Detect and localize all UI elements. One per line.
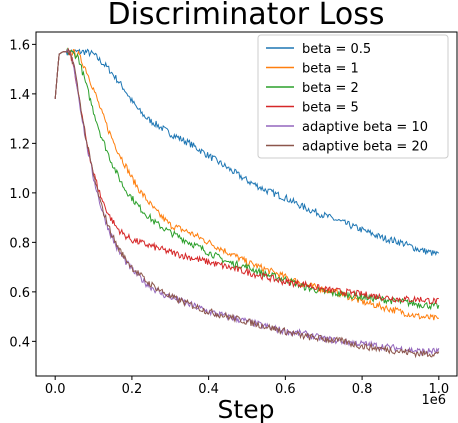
y-tick-label: 1.4 — [9, 88, 30, 103]
y-tick-label: 0.6 — [9, 286, 30, 301]
legend: beta = 0.5 beta = 1 beta = 2 beta = 5 adapti… — [257, 34, 449, 159]
x-tick-label: 1.0 — [428, 382, 449, 397]
x-tick-label: 0.0 — [45, 382, 66, 397]
x-axis-offset-label: 1e6 — [421, 393, 446, 408]
legend-label: beta = 5 — [302, 101, 359, 116]
y-tick-label: 1.0 — [9, 187, 30, 202]
y-tick-label: 0.4 — [9, 335, 30, 350]
legend-label: adaptive beta = 10 — [302, 120, 428, 135]
x-axis: 0.0 0.2 0.4 0.6 0.8 1.0 — [45, 376, 449, 397]
x-axis-label: Step — [218, 395, 275, 423]
x-tick-label: 0.6 — [275, 382, 296, 397]
y-tick-label: 0.8 — [9, 236, 30, 251]
x-tick-label: 0.2 — [122, 382, 143, 397]
legend-label: beta = 2 — [302, 81, 359, 96]
series-line-2 — [54, 48, 439, 321]
legend-label: adaptive beta = 20 — [302, 140, 428, 155]
x-tick-label: 0.4 — [198, 382, 219, 397]
y-axis: 0.4 0.6 0.8 1.0 1.2 1.4 1.6 — [9, 38, 36, 350]
plot-frame — [35, 31, 458, 377]
legend-label: beta = 0.5 — [302, 42, 371, 57]
legend-box — [257, 34, 449, 159]
x-tick-label: 0.8 — [352, 382, 373, 397]
series-line-1 — [54, 48, 440, 257]
legend-label: beta = 1 — [302, 62, 359, 77]
y-tick-label: 1.2 — [9, 137, 30, 152]
plot-series-group — [54, 47, 440, 359]
y-tick-label: 1.6 — [9, 38, 30, 53]
chart-title: Discriminator Loss — [108, 0, 385, 32]
series-line-6 — [54, 48, 440, 359]
series-line-4 — [54, 47, 439, 305]
